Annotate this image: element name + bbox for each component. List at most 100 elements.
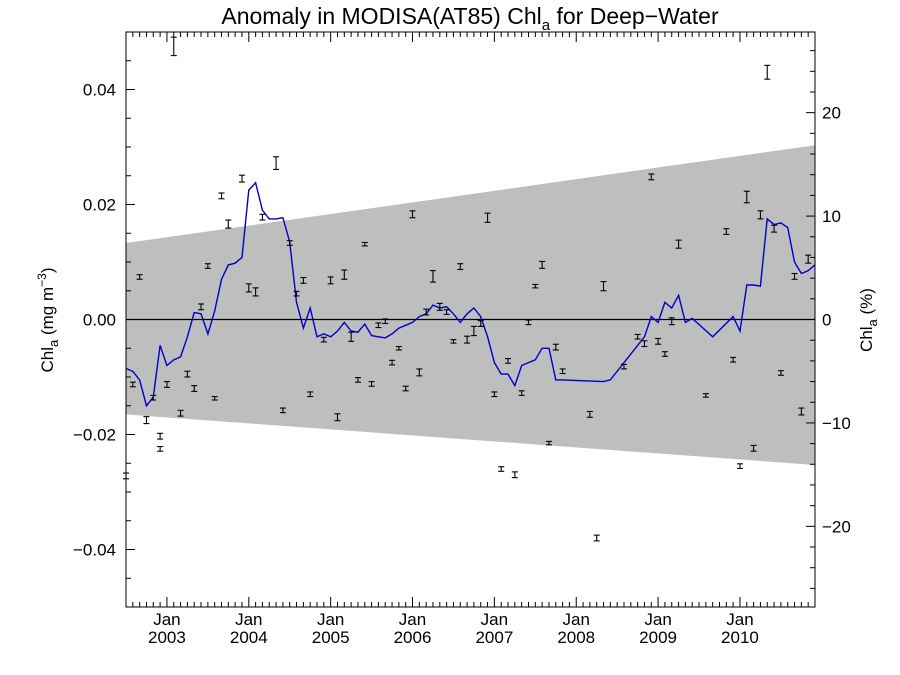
data-point <box>177 409 184 417</box>
x-tick-label-month: Jan <box>563 610 590 629</box>
ylabel-left-sub: a <box>46 339 61 347</box>
data-point <box>777 370 784 376</box>
title-main: Anomaly in MODISA(AT85) Chl <box>221 3 541 29</box>
data-point <box>505 358 512 364</box>
data-point <box>409 210 416 219</box>
data-point <box>539 260 546 269</box>
data-point <box>184 370 191 378</box>
data-point <box>225 219 232 229</box>
data-point <box>279 407 286 414</box>
data-point <box>771 224 778 233</box>
data-point <box>634 333 641 340</box>
ylabel-left-end: ) <box>38 268 57 274</box>
ylabel-left-rest: (mg m <box>38 287 57 340</box>
data-point <box>198 303 205 311</box>
x-tick-label-year: 2003 <box>148 628 186 647</box>
data-point <box>736 463 743 469</box>
title-rest: for Deep−Water <box>550 3 719 29</box>
y-axis-left-title: Chla (mg m−3) <box>35 268 61 373</box>
data-point <box>586 410 593 418</box>
y-axis-right-title: Chla (%) <box>857 288 880 352</box>
x-tick-label-month: Jan <box>726 610 753 629</box>
ylabel-left-main: Chl <box>38 347 57 373</box>
data-point <box>723 228 730 235</box>
data-point <box>525 319 532 326</box>
data-point <box>273 156 280 170</box>
x-tick-label-month: Jan <box>235 610 262 629</box>
x-tick-label-year: 2006 <box>394 628 432 647</box>
data-point <box>661 351 668 357</box>
data-point <box>341 269 348 280</box>
y-right-tick-label: −10 <box>822 414 851 433</box>
data-point <box>498 466 505 472</box>
data-point <box>191 385 198 392</box>
data-point <box>600 280 607 292</box>
data-point <box>211 395 218 401</box>
data-point <box>730 356 737 363</box>
data-point <box>655 337 662 345</box>
y-left-tick-label: 0.04 <box>83 81 116 100</box>
ylabel-left-sup: −3 <box>35 273 49 287</box>
y-right-tick-label: 20 <box>822 104 841 123</box>
data-point <box>641 340 648 348</box>
data-point <box>436 302 443 311</box>
x-tick-label-month: Jan <box>153 610 180 629</box>
data-point <box>136 274 143 280</box>
x-tick-label-month: Jan <box>481 610 508 629</box>
data-point <box>457 263 464 271</box>
data-point <box>484 212 491 223</box>
data-point <box>668 317 675 326</box>
y-right-tick-label: 0 <box>822 311 831 330</box>
data-point <box>552 343 559 351</box>
data-point <box>170 36 177 57</box>
data-point <box>238 174 245 183</box>
x-tick-label-year: 2005 <box>312 628 350 647</box>
data-point <box>218 192 225 200</box>
data-point <box>593 534 600 542</box>
data-point <box>320 336 327 343</box>
data-point <box>702 393 709 398</box>
y-left-tick-label: 0.02 <box>83 196 116 215</box>
data-point <box>286 240 293 246</box>
data-point <box>443 309 450 315</box>
data-point <box>368 381 375 387</box>
data-point <box>545 440 552 446</box>
data-point <box>429 270 436 283</box>
data-point <box>354 377 361 383</box>
data-point <box>470 325 477 337</box>
data-point <box>300 276 307 284</box>
data-point <box>450 339 457 344</box>
data-point <box>143 416 150 425</box>
data-point <box>293 290 300 297</box>
x-tick-label-month: Jan <box>644 610 671 629</box>
data-point <box>163 381 170 388</box>
data-point <box>518 390 525 396</box>
data-point <box>620 363 627 370</box>
data-point <box>157 446 164 452</box>
x-tick-label-year: 2008 <box>557 628 595 647</box>
data-point <box>805 254 812 264</box>
data-point <box>764 64 771 80</box>
data-point <box>491 391 498 398</box>
data-point <box>464 335 471 344</box>
ylabel-right-main: Chl <box>857 326 876 352</box>
data-point <box>511 471 518 479</box>
x-tick-label-year: 2009 <box>639 628 677 647</box>
data-point <box>307 391 314 398</box>
data-point <box>791 272 798 280</box>
title-sub: a <box>542 17 551 34</box>
data-point <box>743 190 750 204</box>
data-point <box>334 413 341 422</box>
data-point <box>327 276 334 285</box>
data-point <box>204 263 211 269</box>
data-point <box>382 318 389 325</box>
data-point <box>750 444 757 452</box>
data-point <box>532 283 539 289</box>
data-point <box>675 239 682 249</box>
data-point <box>416 368 423 377</box>
y-right-tick-label: −20 <box>822 517 851 536</box>
data-point <box>798 407 805 416</box>
data-point <box>423 308 430 316</box>
plot-area: −0.04−0.020.000.020.04−20−1001020Jan2003… <box>73 31 851 647</box>
x-tick-label-month: Jan <box>399 610 426 629</box>
